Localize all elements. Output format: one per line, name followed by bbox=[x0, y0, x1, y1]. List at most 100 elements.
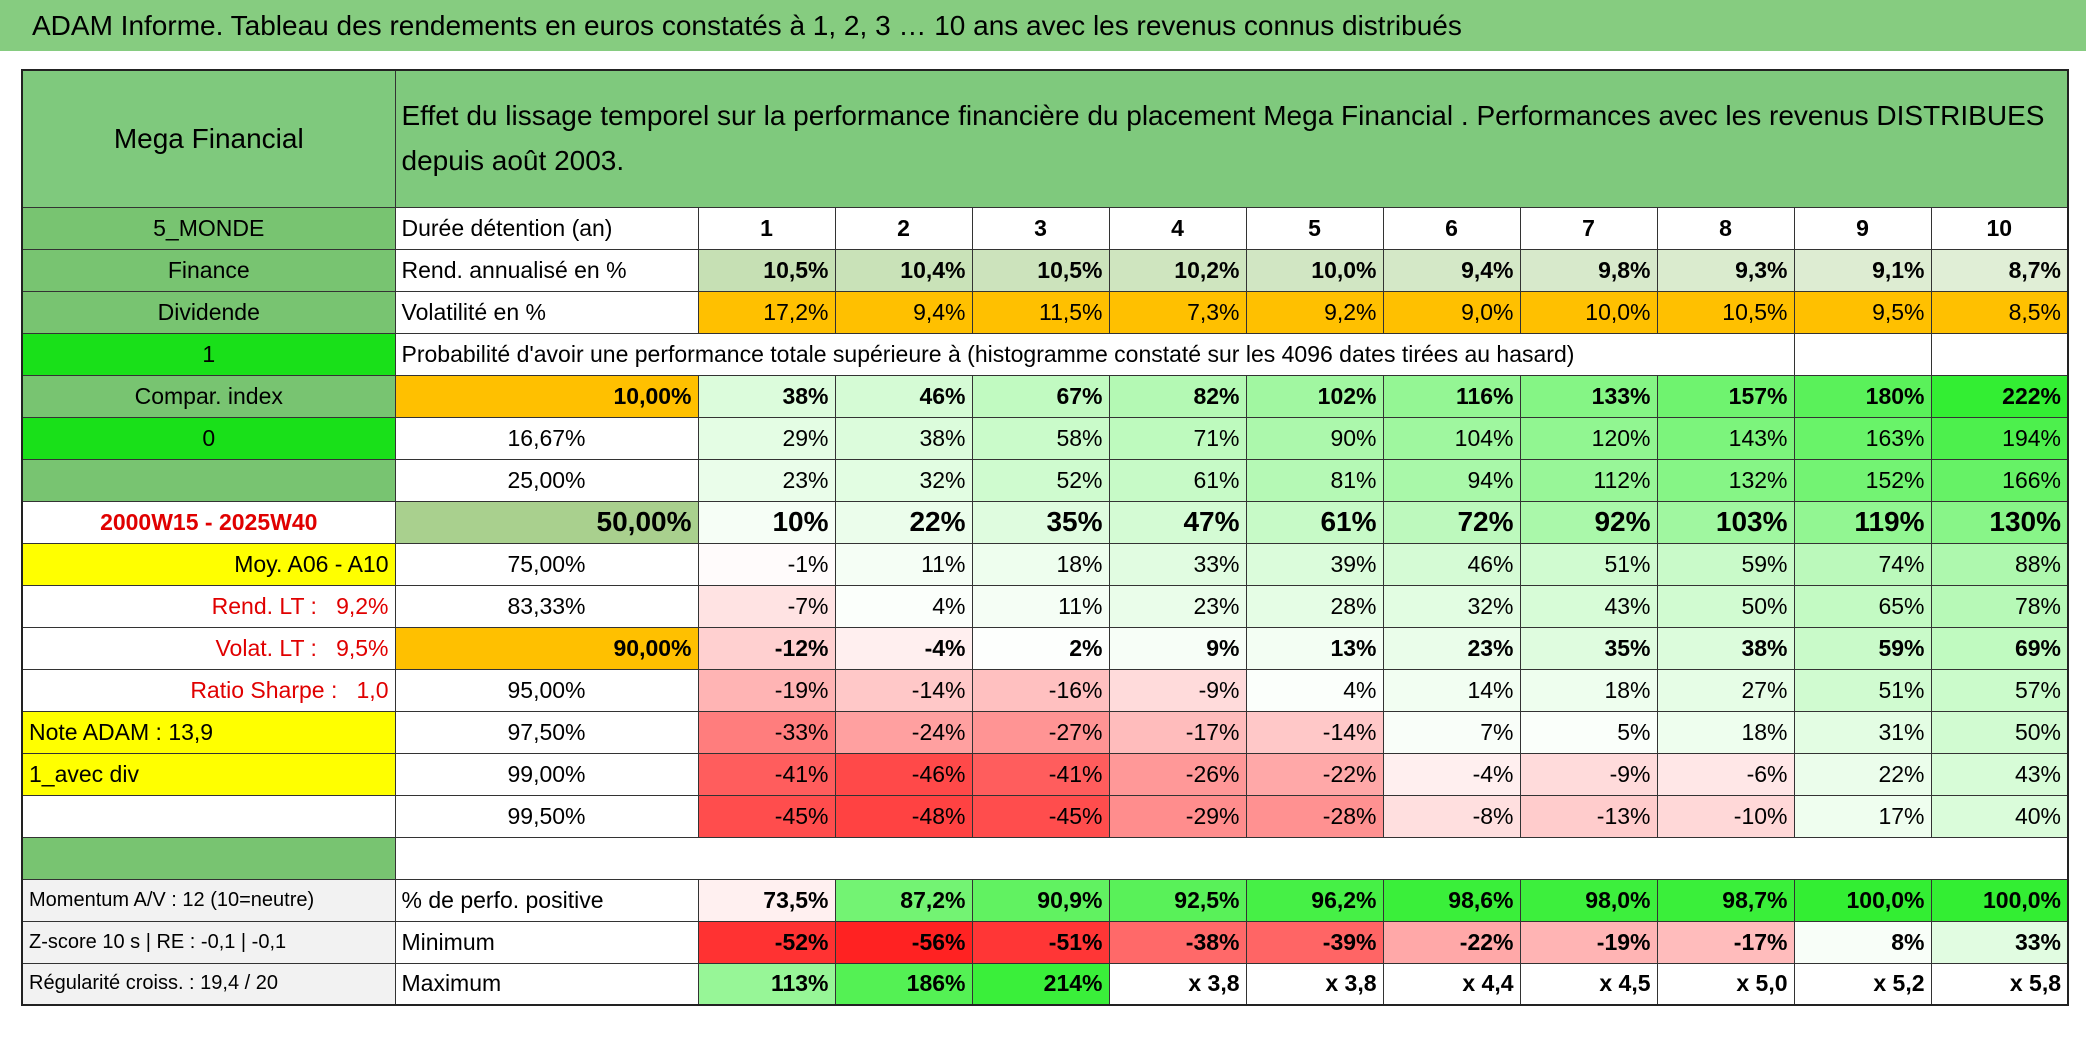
value-cell: -8% bbox=[1382, 794, 1521, 838]
value-cell: 47% bbox=[1108, 500, 1247, 544]
value-cell: -19% bbox=[697, 668, 836, 712]
value-cell: -17% bbox=[1656, 920, 1795, 964]
row-label: Volatilité en % bbox=[394, 290, 699, 334]
value-cell: 38% bbox=[834, 416, 973, 460]
value-cell: 8,5% bbox=[1930, 290, 2069, 334]
value-cell: x 5,0 bbox=[1656, 962, 1795, 1006]
row-label: 10,00% bbox=[394, 374, 699, 418]
value-cell: 22% bbox=[834, 500, 973, 544]
row-label: 95,00% bbox=[394, 668, 699, 712]
value-cell: 32% bbox=[834, 458, 973, 502]
row-tag bbox=[21, 458, 396, 502]
value-cell: 9,1% bbox=[1793, 248, 1932, 292]
value-cell: 98,7% bbox=[1656, 878, 1795, 922]
value-cell: 96,2% bbox=[1245, 878, 1384, 922]
row-tag: Moy. A06 - A10 bbox=[21, 542, 396, 586]
row-tag: 2000W15 - 2025W40 bbox=[21, 500, 396, 544]
row-label: Probabilité d'avoir une performance tota… bbox=[394, 332, 1795, 376]
value-cell: 92% bbox=[1519, 500, 1658, 544]
value-cell: 112% bbox=[1519, 458, 1658, 502]
value-cell: -7% bbox=[697, 584, 836, 628]
value-cell: x 4,5 bbox=[1519, 962, 1658, 1006]
row-label: 90,00% bbox=[394, 626, 699, 670]
row-tag: 0 bbox=[21, 416, 396, 460]
value-cell: 14% bbox=[1382, 668, 1521, 712]
table-row: 1 Probabilité d'avoir une performance tot… bbox=[21, 332, 2069, 376]
value-cell: 11% bbox=[971, 584, 1110, 628]
value-cell: 69% bbox=[1930, 626, 2069, 670]
value-cell: 17,2% bbox=[697, 290, 836, 334]
value-cell: 38% bbox=[1656, 626, 1795, 670]
row-label: 99,00% bbox=[394, 752, 699, 796]
value-cell: -26% bbox=[1108, 752, 1247, 796]
value-cell: 57% bbox=[1930, 668, 2069, 712]
value-cell: -14% bbox=[1245, 710, 1384, 754]
row-tag: Dividende bbox=[21, 290, 396, 334]
value-cell: 9 bbox=[1793, 206, 1932, 250]
row-tag: Compar. index bbox=[21, 374, 396, 418]
value-cell: 33% bbox=[1930, 920, 2069, 964]
row-tag: Momentum A/V : 12 (10=neutre) bbox=[21, 878, 396, 922]
row-label: Rend. annualisé en % bbox=[394, 248, 699, 292]
row-label: Minimum bbox=[394, 920, 699, 964]
value-cell: 11,5% bbox=[971, 290, 1110, 334]
value-cell: -41% bbox=[971, 752, 1110, 796]
value-cell: 98,6% bbox=[1382, 878, 1521, 922]
row-tag: Finance bbox=[21, 248, 396, 292]
value-cell: 23% bbox=[1382, 626, 1521, 670]
value-cell: 29% bbox=[697, 416, 836, 460]
value-cell: -4% bbox=[834, 626, 973, 670]
value-cell: 186% bbox=[834, 962, 973, 1006]
value-cell: -45% bbox=[697, 794, 836, 838]
value-cell: -41% bbox=[697, 752, 836, 796]
value-cell: -22% bbox=[1382, 920, 1521, 964]
summary-row: Momentum A/V : 12 (10=neutre)% de perfo.… bbox=[21, 878, 2069, 922]
value-cell: 59% bbox=[1656, 542, 1795, 586]
table-row: 99,50% -45% -48% -45% -29% -28% -8% -13% -10% 17%… bbox=[21, 794, 2069, 838]
value-cell: 51% bbox=[1793, 668, 1932, 712]
fund-name: Mega Financial bbox=[21, 69, 396, 208]
value-cell: 10,2% bbox=[1108, 248, 1247, 292]
value-cell: 39% bbox=[1245, 542, 1384, 586]
row-tag: 1_avec div bbox=[21, 752, 396, 796]
empty-cell bbox=[1930, 332, 2069, 376]
value-cell: -52% bbox=[697, 920, 836, 964]
value-cell: -13% bbox=[1519, 794, 1658, 838]
value-cell: 10,0% bbox=[1519, 290, 1658, 334]
row-label: Maximum bbox=[394, 962, 699, 1006]
table-row: Dividende Volatilité en % 17,2% 9,4% 11,5% 7,… bbox=[21, 290, 2069, 334]
summary-row: Régularité croiss. : 19,4 / 20 Maximum 113… bbox=[21, 962, 2069, 1006]
row-label: 25,00% bbox=[394, 458, 699, 502]
row-tag: Note ADAM : 13,9 bbox=[21, 710, 396, 754]
value-cell: 82% bbox=[1108, 374, 1247, 418]
value-cell: -16% bbox=[971, 668, 1110, 712]
table-row: 5_MONDE Durée détention (an) 1 2 3 4 5 6 7 8 9 10 bbox=[21, 206, 2069, 250]
value-cell: 18% bbox=[1656, 710, 1795, 754]
value-cell: 194% bbox=[1930, 416, 2069, 460]
value-cell: -28% bbox=[1245, 794, 1384, 838]
value-cell: 9,4% bbox=[834, 290, 973, 334]
value-cell: 18% bbox=[1519, 668, 1658, 712]
row-tag: Régularité croiss. : 19,4 / 20 bbox=[21, 962, 396, 1006]
empty-cell bbox=[1793, 332, 1932, 376]
title-bar: ADAM Informe. Tableau des rendements en … bbox=[0, 0, 2086, 51]
value-cell: 27% bbox=[1656, 668, 1795, 712]
table-row: 25,00% 23% 32% 52% 61% 81% 94% 112% 132% 152% 166% bbox=[21, 458, 2069, 502]
description: Effet du lissage temporel sur la perform… bbox=[394, 69, 2069, 208]
value-cell: -14% bbox=[834, 668, 973, 712]
value-cell: 166% bbox=[1930, 458, 2069, 502]
value-cell: -9% bbox=[1108, 668, 1247, 712]
row-tag: 1 bbox=[21, 332, 396, 376]
spacer-row bbox=[21, 836, 2069, 880]
value-cell: 113% bbox=[697, 962, 836, 1006]
value-cell: 2 bbox=[834, 206, 973, 250]
value-cell: 32% bbox=[1382, 584, 1521, 628]
value-cell: 51% bbox=[1519, 542, 1658, 586]
value-cell: -9% bbox=[1519, 752, 1658, 796]
value-cell: 119% bbox=[1793, 500, 1932, 544]
value-cell: 38% bbox=[697, 374, 836, 418]
value-cell: 116% bbox=[1382, 374, 1521, 418]
value-cell: 1 bbox=[697, 206, 836, 250]
value-cell: -48% bbox=[834, 794, 973, 838]
value-cell: 7% bbox=[1382, 710, 1521, 754]
